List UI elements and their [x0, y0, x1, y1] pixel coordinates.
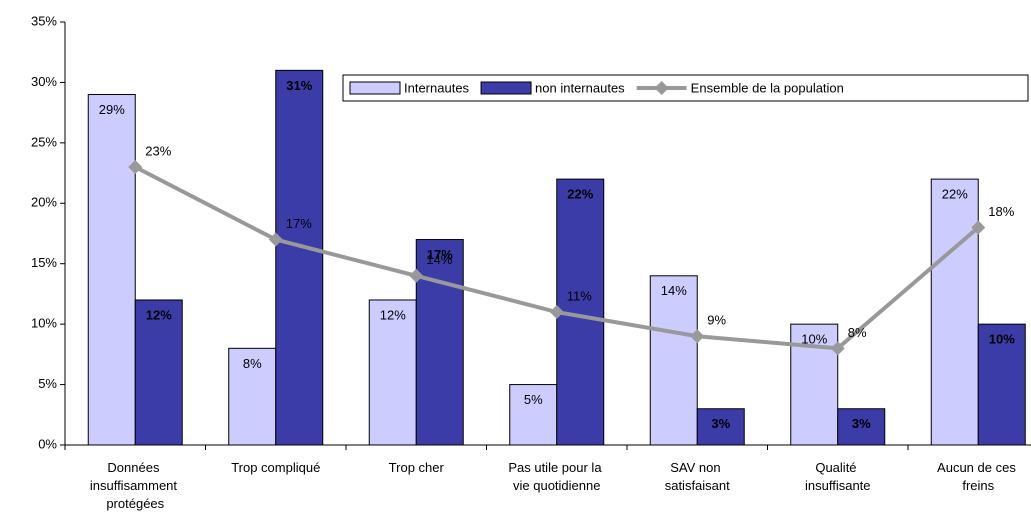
line-marker — [549, 305, 564, 320]
x-tick-label: SAV non satisfaisant — [665, 460, 730, 493]
bar — [556, 178, 605, 446]
bar-value-label: 22% — [567, 187, 593, 202]
bar — [649, 275, 698, 446]
bar — [509, 384, 558, 446]
bar — [275, 69, 324, 446]
bar-value-label: 29% — [99, 102, 125, 117]
line-marker — [409, 268, 424, 283]
bar — [134, 299, 183, 446]
y-tick-label: 0% — [38, 436, 57, 451]
x-tick-label: Aucun de ces freins — [937, 460, 1019, 493]
legend: Internautes non internautes Ensemble de la… — [342, 74, 1029, 102]
line-value-label: 11% — [567, 288, 592, 303]
line-marker — [268, 232, 283, 247]
line-value-label: 23% — [145, 143, 171, 158]
bar — [930, 178, 979, 446]
legend-swatch — [349, 81, 401, 95]
bar-value-label: 12% — [380, 307, 406, 322]
line-marker — [128, 160, 143, 175]
bar — [837, 408, 886, 446]
x-tick-label: Qualité insuffisante — [805, 460, 871, 493]
x-tick-label: Trop compliqué — [231, 460, 320, 475]
bar-value-label: 22% — [942, 187, 968, 202]
y-tick-label: 10% — [31, 316, 57, 331]
x-tick-label: Pas utile pour la vie quotidienne — [508, 460, 605, 493]
x-tick-label: Données insuffisamment protégées — [90, 460, 181, 511]
bar-value-label: 8% — [243, 356, 262, 371]
legend-swatch-marker — [654, 81, 669, 95]
line-marker — [971, 220, 986, 235]
bar-value-label: 3% — [852, 416, 871, 431]
legend-label: Internautes — [404, 80, 470, 95]
line-marker — [830, 341, 845, 356]
bar-value-label: 10% — [801, 332, 827, 347]
bar-value-label: 14% — [661, 283, 687, 298]
legend-label: non internautes — [535, 80, 625, 95]
line-value-label: 14% — [426, 252, 452, 267]
y-tick-label: 30% — [31, 74, 57, 89]
y-tick-label: 20% — [31, 195, 57, 210]
bar — [977, 323, 1026, 446]
bar — [87, 94, 136, 446]
x-tick-label: Trop cher — [389, 460, 445, 475]
y-tick-label: 25% — [31, 134, 57, 149]
y-tick-label: 5% — [38, 376, 57, 391]
bar-value-label: 5% — [524, 392, 543, 407]
bar-value-label: 31% — [286, 78, 312, 93]
bar — [415, 239, 464, 446]
legend-label: Ensemble de la population — [691, 80, 844, 95]
legend-swatch — [480, 81, 532, 95]
bar-value-label: 17% — [427, 247, 453, 262]
bar-value-label: 3% — [711, 416, 730, 431]
line-value-label: 18% — [988, 204, 1014, 219]
bar — [368, 299, 417, 446]
y-tick-label: 35% — [31, 13, 57, 28]
line-value-label: 9% — [707, 313, 726, 328]
line-value-label: 8% — [848, 325, 867, 340]
bar-value-label: 12% — [146, 307, 172, 322]
bar-value-label: 10% — [989, 332, 1015, 347]
y-tick-label: 15% — [31, 255, 57, 270]
line-value-label: 17% — [286, 216, 312, 231]
line-marker — [690, 329, 705, 344]
bar — [696, 408, 745, 446]
bar — [228, 347, 277, 446]
